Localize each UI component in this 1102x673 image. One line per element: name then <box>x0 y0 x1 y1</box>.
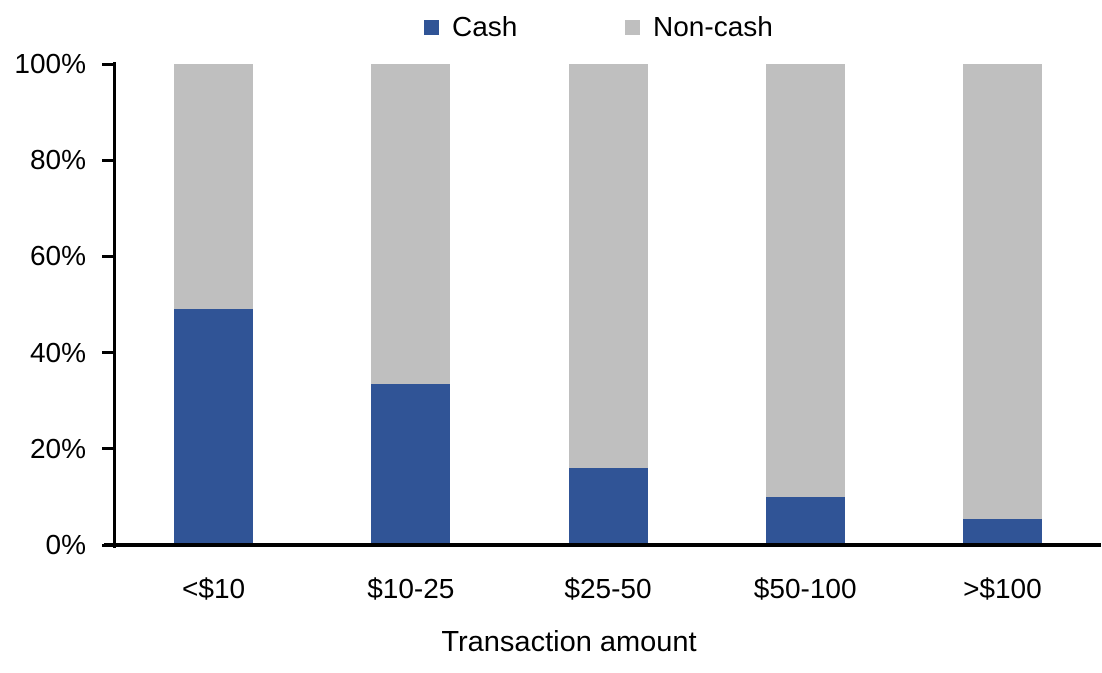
y-axis-line <box>113 62 116 548</box>
y-axis-tick <box>102 543 115 547</box>
legend-label-noncash: Non-cash <box>653 11 773 42</box>
legend-swatch-cash <box>424 19 439 35</box>
y-axis-tick <box>102 254 115 258</box>
x-category-label: $50-100 <box>753 573 857 604</box>
y-tick-label: 60% <box>29 240 86 272</box>
bar-segment-cash <box>765 496 845 545</box>
x-category-label: $25-50 <box>564 573 652 604</box>
y-axis-tick <box>102 62 115 66</box>
bar-segment-noncash <box>765 64 845 497</box>
legend-swatch-noncash <box>625 19 640 35</box>
x-category-label: $10-25 <box>367 573 455 604</box>
legend-item-noncash: Non-cash <box>625 13 773 41</box>
bar-segment-noncash <box>568 64 648 469</box>
y-axis-tick <box>102 351 115 355</box>
y-tick-label: 20% <box>29 432 86 464</box>
y-axis-tick <box>102 447 115 451</box>
bar-segment-noncash <box>174 64 254 310</box>
y-tick-label: 80% <box>29 144 86 176</box>
x-axis-title: Transaction amount <box>441 626 697 658</box>
bar-segment-noncash <box>962 64 1042 519</box>
bar-segment-cash <box>371 383 451 545</box>
bar-segment-noncash <box>371 64 451 384</box>
y-tick-label: 100% <box>14 48 86 79</box>
y-tick-label: 40% <box>29 336 86 368</box>
bar-segment-cash <box>568 468 648 545</box>
x-category-label: >$100 <box>963 573 1042 604</box>
x-category-label: <$10 <box>182 573 246 604</box>
bar-segment-cash <box>962 518 1042 545</box>
y-tick-label: 0% <box>45 529 86 560</box>
x-axis-line <box>104 543 1101 547</box>
y-axis-tick <box>102 158 115 162</box>
legend-label-cash: Cash <box>452 11 518 42</box>
legend-item-cash: Cash <box>424 13 517 41</box>
bar-segment-cash <box>174 309 254 545</box>
